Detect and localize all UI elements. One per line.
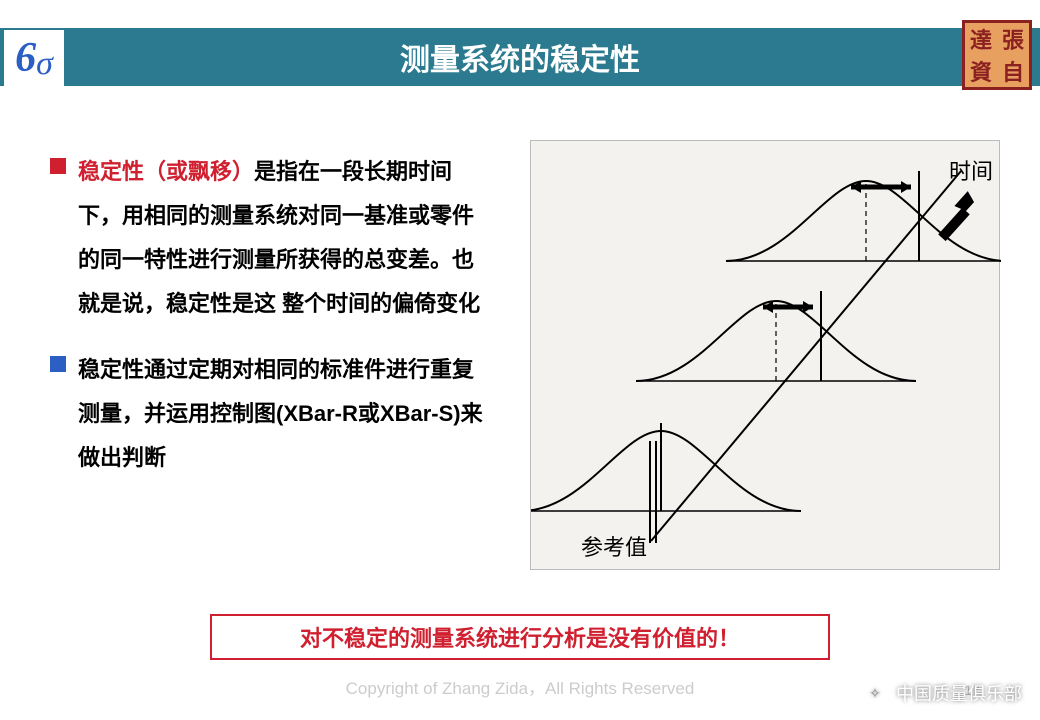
bullet-item-2: 稳定性通过定期对相同的标准件进行重复测量，并运用控制图(XBar-R或XBar-… bbox=[50, 348, 490, 480]
page-title: 测量系统的稳定性 bbox=[400, 35, 640, 79]
svg-text:参考值: 参考值 bbox=[581, 535, 647, 560]
logo-six: 6 bbox=[15, 34, 36, 82]
author-stamp: 達 張 資 自 bbox=[962, 20, 1032, 90]
six-sigma-logo: 6σ bbox=[4, 30, 64, 86]
stability-diagram: 时间参考值 bbox=[530, 140, 1000, 570]
bullet-1-highlight: 稳定性（或飘移） bbox=[78, 159, 254, 184]
watermark-text: 中国质量俱乐部 bbox=[896, 680, 1022, 706]
bullet-item-1: 稳定性（或飘移）是指在一段长期时间下，用相同的测量系统对同一基准或零件的同一特性… bbox=[50, 150, 490, 326]
stamp-char-tl: 達 bbox=[965, 23, 997, 55]
bullet-marker-icon bbox=[50, 356, 66, 372]
diagram-svg: 时间参考值 bbox=[531, 141, 1001, 571]
stamp-char-tr: 張 bbox=[997, 23, 1029, 55]
bullet-text-1: 稳定性（或飘移）是指在一段长期时间下，用相同的测量系统对同一基准或零件的同一特性… bbox=[78, 150, 490, 326]
header-bar: 测量系统的稳定性 bbox=[0, 28, 1040, 86]
stamp-char-br: 自 bbox=[997, 55, 1029, 87]
bullet-text-2: 稳定性通过定期对相同的标准件进行重复测量，并运用控制图(XBar-R或XBar-… bbox=[78, 348, 490, 480]
bullet-marker-icon bbox=[50, 158, 66, 174]
callout-box: 对不稳定的测量系统进行分析是没有价值的！ bbox=[210, 614, 830, 660]
wechat-icon: ✧ bbox=[862, 680, 888, 706]
watermark: ✧ 中国质量俱乐部 bbox=[862, 680, 1022, 706]
logo-sigma: σ bbox=[36, 45, 53, 83]
bullet-2-body: 稳定性通过定期对相同的标准件进行重复测量，并运用控制图(XBar-R或XBar-… bbox=[78, 357, 483, 470]
stamp-char-bl: 資 bbox=[965, 55, 997, 87]
callout-text: 对不稳定的测量系统进行分析是没有价值的！ bbox=[300, 621, 740, 653]
bullet-list: 稳定性（或飘移）是指在一段长期时间下，用相同的测量系统对同一基准或零件的同一特性… bbox=[50, 150, 490, 502]
svg-text:时间: 时间 bbox=[949, 159, 993, 184]
